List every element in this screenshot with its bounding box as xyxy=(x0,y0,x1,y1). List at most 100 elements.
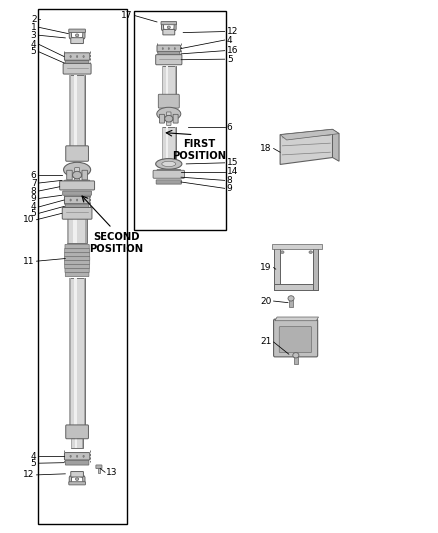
FancyBboxPatch shape xyxy=(62,207,92,219)
Ellipse shape xyxy=(83,55,84,58)
Text: 18: 18 xyxy=(260,144,272,153)
Bar xyxy=(98,468,100,473)
FancyBboxPatch shape xyxy=(69,29,85,33)
Text: 8: 8 xyxy=(31,187,36,196)
FancyBboxPatch shape xyxy=(64,256,90,261)
Bar xyxy=(134,11,226,230)
Ellipse shape xyxy=(70,199,71,201)
Ellipse shape xyxy=(73,171,81,179)
FancyBboxPatch shape xyxy=(82,170,88,180)
Bar xyxy=(74,278,77,429)
Text: 8: 8 xyxy=(227,176,233,185)
Ellipse shape xyxy=(162,47,163,50)
Polygon shape xyxy=(80,30,85,39)
Ellipse shape xyxy=(309,251,312,254)
Bar xyxy=(67,217,87,243)
Ellipse shape xyxy=(75,34,79,37)
Text: 4: 4 xyxy=(31,203,36,212)
Bar xyxy=(275,284,318,290)
Polygon shape xyxy=(280,130,332,165)
Bar xyxy=(166,66,169,96)
Bar xyxy=(84,75,85,150)
FancyBboxPatch shape xyxy=(64,53,90,60)
Ellipse shape xyxy=(293,353,299,358)
Text: 3: 3 xyxy=(31,31,36,40)
Text: 5: 5 xyxy=(227,55,233,63)
Text: 4: 4 xyxy=(31,40,36,49)
Polygon shape xyxy=(80,476,85,483)
Polygon shape xyxy=(171,23,176,30)
Bar xyxy=(74,438,77,448)
Text: 11: 11 xyxy=(23,257,34,265)
Ellipse shape xyxy=(168,47,170,50)
Ellipse shape xyxy=(155,159,182,169)
Ellipse shape xyxy=(281,251,284,254)
Text: 5: 5 xyxy=(31,47,36,56)
Text: 16: 16 xyxy=(227,46,238,55)
FancyBboxPatch shape xyxy=(64,252,90,257)
Text: 7: 7 xyxy=(31,179,36,188)
FancyBboxPatch shape xyxy=(74,167,80,182)
FancyBboxPatch shape xyxy=(65,461,89,465)
Text: FIRST
POSITION: FIRST POSITION xyxy=(172,139,226,160)
Text: 12: 12 xyxy=(23,471,34,479)
Text: 15: 15 xyxy=(227,158,238,167)
Text: 6: 6 xyxy=(227,123,233,132)
FancyBboxPatch shape xyxy=(64,196,90,204)
Polygon shape xyxy=(69,476,74,483)
Bar xyxy=(71,438,83,448)
FancyBboxPatch shape xyxy=(69,482,85,485)
FancyBboxPatch shape xyxy=(64,180,90,185)
FancyBboxPatch shape xyxy=(65,61,89,65)
FancyBboxPatch shape xyxy=(65,204,89,209)
Text: 1: 1 xyxy=(31,23,36,32)
FancyBboxPatch shape xyxy=(156,180,181,184)
FancyBboxPatch shape xyxy=(67,170,72,180)
FancyBboxPatch shape xyxy=(65,264,89,269)
Bar xyxy=(38,9,127,524)
Ellipse shape xyxy=(165,115,173,122)
FancyBboxPatch shape xyxy=(159,115,165,123)
Bar xyxy=(74,75,77,150)
FancyBboxPatch shape xyxy=(64,453,90,460)
FancyBboxPatch shape xyxy=(66,146,88,161)
Ellipse shape xyxy=(75,478,79,480)
Ellipse shape xyxy=(70,455,71,457)
Text: 2: 2 xyxy=(31,15,36,24)
Text: 14: 14 xyxy=(227,167,238,176)
Bar xyxy=(69,75,71,150)
FancyBboxPatch shape xyxy=(158,94,179,108)
FancyBboxPatch shape xyxy=(65,244,89,249)
Polygon shape xyxy=(280,130,339,140)
FancyBboxPatch shape xyxy=(63,191,92,195)
Bar xyxy=(162,127,163,159)
Text: 9: 9 xyxy=(227,184,233,193)
Bar xyxy=(69,278,71,429)
Text: 21: 21 xyxy=(260,337,272,346)
Text: 17: 17 xyxy=(121,11,133,20)
Ellipse shape xyxy=(76,199,78,201)
Text: 4: 4 xyxy=(227,36,233,45)
Ellipse shape xyxy=(76,55,78,58)
Bar xyxy=(272,245,322,249)
FancyBboxPatch shape xyxy=(161,21,177,25)
Polygon shape xyxy=(275,317,318,321)
FancyBboxPatch shape xyxy=(157,169,180,174)
Bar xyxy=(162,127,176,159)
Ellipse shape xyxy=(167,26,170,29)
Bar xyxy=(71,438,72,448)
Ellipse shape xyxy=(83,455,84,457)
Ellipse shape xyxy=(288,296,294,301)
Bar xyxy=(73,217,77,243)
Bar xyxy=(67,217,69,243)
FancyBboxPatch shape xyxy=(71,38,83,44)
Ellipse shape xyxy=(162,161,176,166)
FancyBboxPatch shape xyxy=(173,115,178,123)
FancyBboxPatch shape xyxy=(60,181,95,190)
Text: SECOND
POSITION: SECOND POSITION xyxy=(89,232,144,254)
Ellipse shape xyxy=(70,55,71,58)
Bar xyxy=(174,66,176,96)
Text: 19: 19 xyxy=(260,263,272,272)
FancyBboxPatch shape xyxy=(157,45,180,52)
Ellipse shape xyxy=(174,47,176,50)
